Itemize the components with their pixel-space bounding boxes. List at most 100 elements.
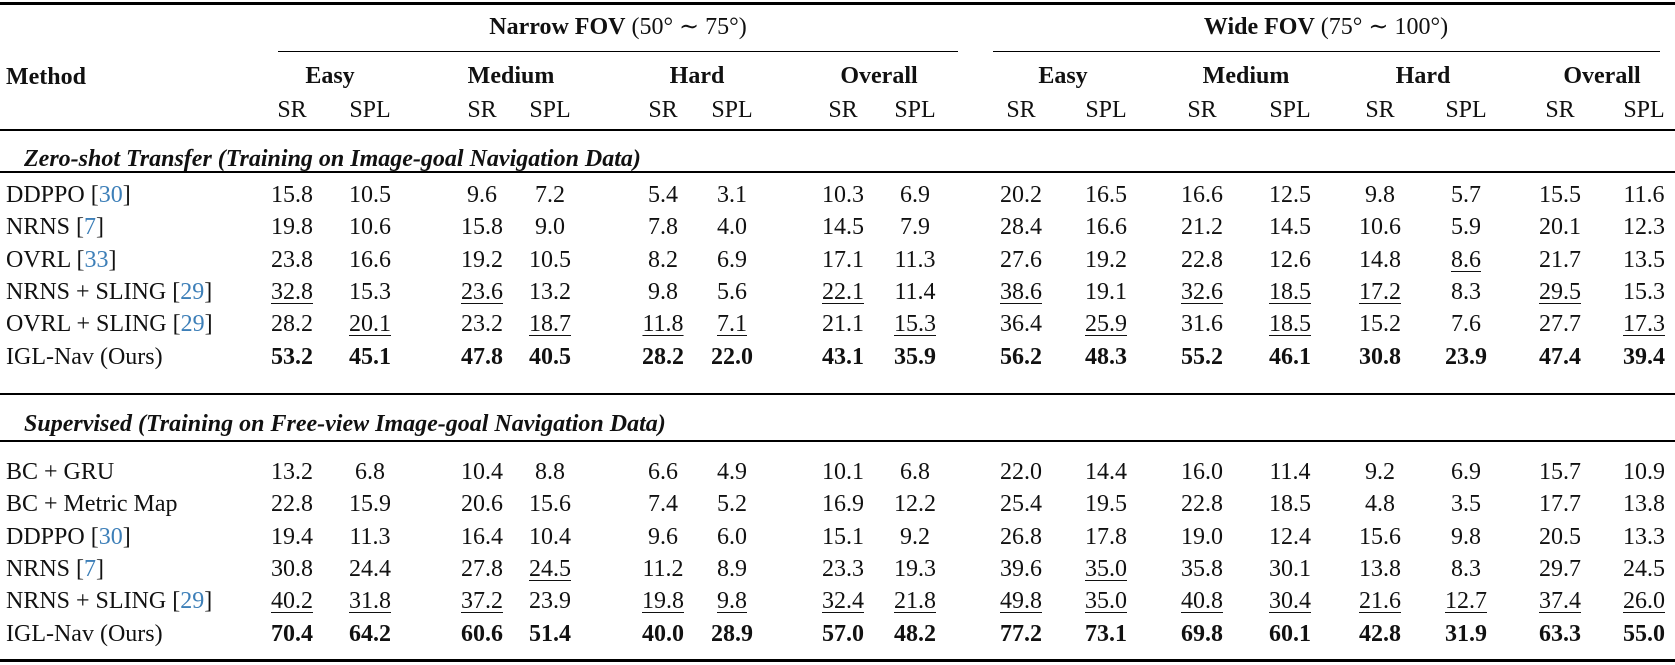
value-cell: 10.4 <box>461 459 503 485</box>
method-cell: OVRL [33] <box>6 246 116 274</box>
value-cell: 21.8 <box>894 588 936 615</box>
value-cell: 15.2 <box>1359 311 1401 338</box>
value-cell: 23.9 <box>529 588 571 615</box>
value-cell: 11.3 <box>349 523 391 550</box>
value-cell: 47.4 <box>1539 343 1581 370</box>
value-cell: 53.2 <box>271 343 313 370</box>
value-cell: 6.9 <box>1451 459 1481 485</box>
value-cell: 14.5 <box>1269 214 1311 241</box>
value-cell: 6.8 <box>900 459 930 485</box>
citation: [33] <box>70 246 117 273</box>
value-cell: 23.6 <box>461 278 503 305</box>
value-cell: 26.0 <box>1623 588 1665 615</box>
metric-header: SPL <box>1445 97 1487 123</box>
value-cell: 10.5 <box>529 246 571 273</box>
value-cell: 18.7 <box>529 311 571 338</box>
method-header: Method <box>6 64 86 90</box>
value-cell: 19.4 <box>271 523 313 550</box>
value-cell: 16.4 <box>461 523 503 550</box>
value-cell: 7.9 <box>900 214 930 241</box>
citation-link[interactable]: 7 <box>84 555 97 582</box>
value-cell: 40.5 <box>529 343 571 370</box>
value-cell: 38.6 <box>1000 278 1042 305</box>
bottom-rule <box>0 659 1675 662</box>
value-cell: 70.4 <box>271 620 313 647</box>
value-cell: 6.6 <box>648 459 678 485</box>
value-cell: 12.6 <box>1269 246 1311 273</box>
value-cell: 7.8 <box>648 214 678 241</box>
value-cell: 19.1 <box>1085 278 1127 305</box>
metric-header: SR <box>1187 97 1217 123</box>
value-cell: 19.5 <box>1085 491 1127 518</box>
value-cell: 15.7 <box>1539 459 1581 485</box>
value-cell: 20.5 <box>1539 523 1581 550</box>
metric-header: SPL <box>1085 97 1127 123</box>
metric-header: SPL <box>1269 97 1311 123</box>
value-cell: 5.9 <box>1451 214 1481 241</box>
value-cell: 4.9 <box>717 459 747 485</box>
citation-link[interactable]: 30 <box>98 182 123 208</box>
metric-header: SR <box>1006 97 1036 123</box>
citation-link[interactable]: 30 <box>98 523 123 550</box>
value-cell: 20.1 <box>1539 214 1581 241</box>
value-cell: 22.8 <box>271 491 313 518</box>
value-cell: 9.2 <box>900 523 930 550</box>
value-cell: 30.8 <box>1359 343 1401 370</box>
value-cell: 23.2 <box>461 311 503 338</box>
value-cell: 5.4 <box>648 182 678 208</box>
metric-header: SR <box>1545 97 1575 123</box>
value-cell: 48.2 <box>894 620 936 647</box>
value-cell: 7.4 <box>648 491 678 518</box>
method-cell: IGL-Nav (Ours) <box>6 620 163 648</box>
value-cell: 42.8 <box>1359 620 1401 647</box>
value-cell: 26.8 <box>1000 523 1042 550</box>
citation: [29] <box>166 278 213 305</box>
method-cell: BC + Metric Map <box>6 490 178 518</box>
value-cell: 35.8 <box>1181 555 1223 582</box>
value-cell: 10.3 <box>822 182 864 208</box>
value-cell: 18.5 <box>1269 311 1311 338</box>
value-cell: 19.0 <box>1181 523 1223 550</box>
value-cell: 16.6 <box>1085 214 1127 241</box>
value-cell: 11.6 <box>1623 182 1665 208</box>
value-cell: 11.8 <box>642 311 684 338</box>
value-cell: 15.6 <box>1359 523 1401 550</box>
value-cell: 16.5 <box>1085 182 1127 208</box>
citation-link[interactable]: 33 <box>84 246 109 273</box>
value-cell: 5.6 <box>717 278 747 305</box>
value-cell: 16.9 <box>822 491 864 518</box>
value-cell: 36.4 <box>1000 311 1042 338</box>
fov-group-name: Wide FOV <box>1203 14 1315 40</box>
value-cell: 17.3 <box>1623 311 1665 338</box>
citation-link[interactable]: 29 <box>180 278 205 305</box>
value-cell: 9.8 <box>1451 523 1481 550</box>
value-cell: 23.3 <box>822 555 864 582</box>
value-cell: 11.4 <box>894 278 936 305</box>
fov-group-header: Wide FOV (75° ∼ 100°) <box>1204 13 1448 41</box>
citation-link[interactable]: 7 <box>84 214 97 241</box>
value-cell: 22.8 <box>1181 246 1223 273</box>
value-cell: 35.0 <box>1085 588 1127 615</box>
fov-cmidrule <box>993 51 1660 53</box>
value-cell: 10.5 <box>349 182 391 208</box>
value-cell: 14.4 <box>1085 459 1127 485</box>
citation: [30] <box>84 182 131 208</box>
value-cell: 60.6 <box>461 620 503 647</box>
value-cell: 6.9 <box>717 246 747 273</box>
value-cell: 19.2 <box>461 246 503 273</box>
method-name: OVRL + SLING <box>6 311 167 338</box>
citation-link[interactable]: 29 <box>180 588 205 615</box>
metric-header: SR <box>277 97 307 123</box>
difficulty-header: Medium <box>467 63 555 89</box>
value-cell: 15.1 <box>822 523 864 550</box>
metric-header: SPL <box>711 97 753 123</box>
value-cell: 22.0 <box>1000 459 1042 485</box>
citation-link[interactable]: 29 <box>180 311 205 338</box>
value-cell: 27.7 <box>1539 311 1581 338</box>
method-name: NRNS <box>6 555 71 582</box>
method-name: BC + GRU <box>6 459 115 485</box>
value-cell: 7.6 <box>1451 311 1481 338</box>
citation: [7] <box>70 555 105 582</box>
method-name: IGL-Nav (Ours) <box>6 620 163 647</box>
value-cell: 10.6 <box>349 214 391 241</box>
